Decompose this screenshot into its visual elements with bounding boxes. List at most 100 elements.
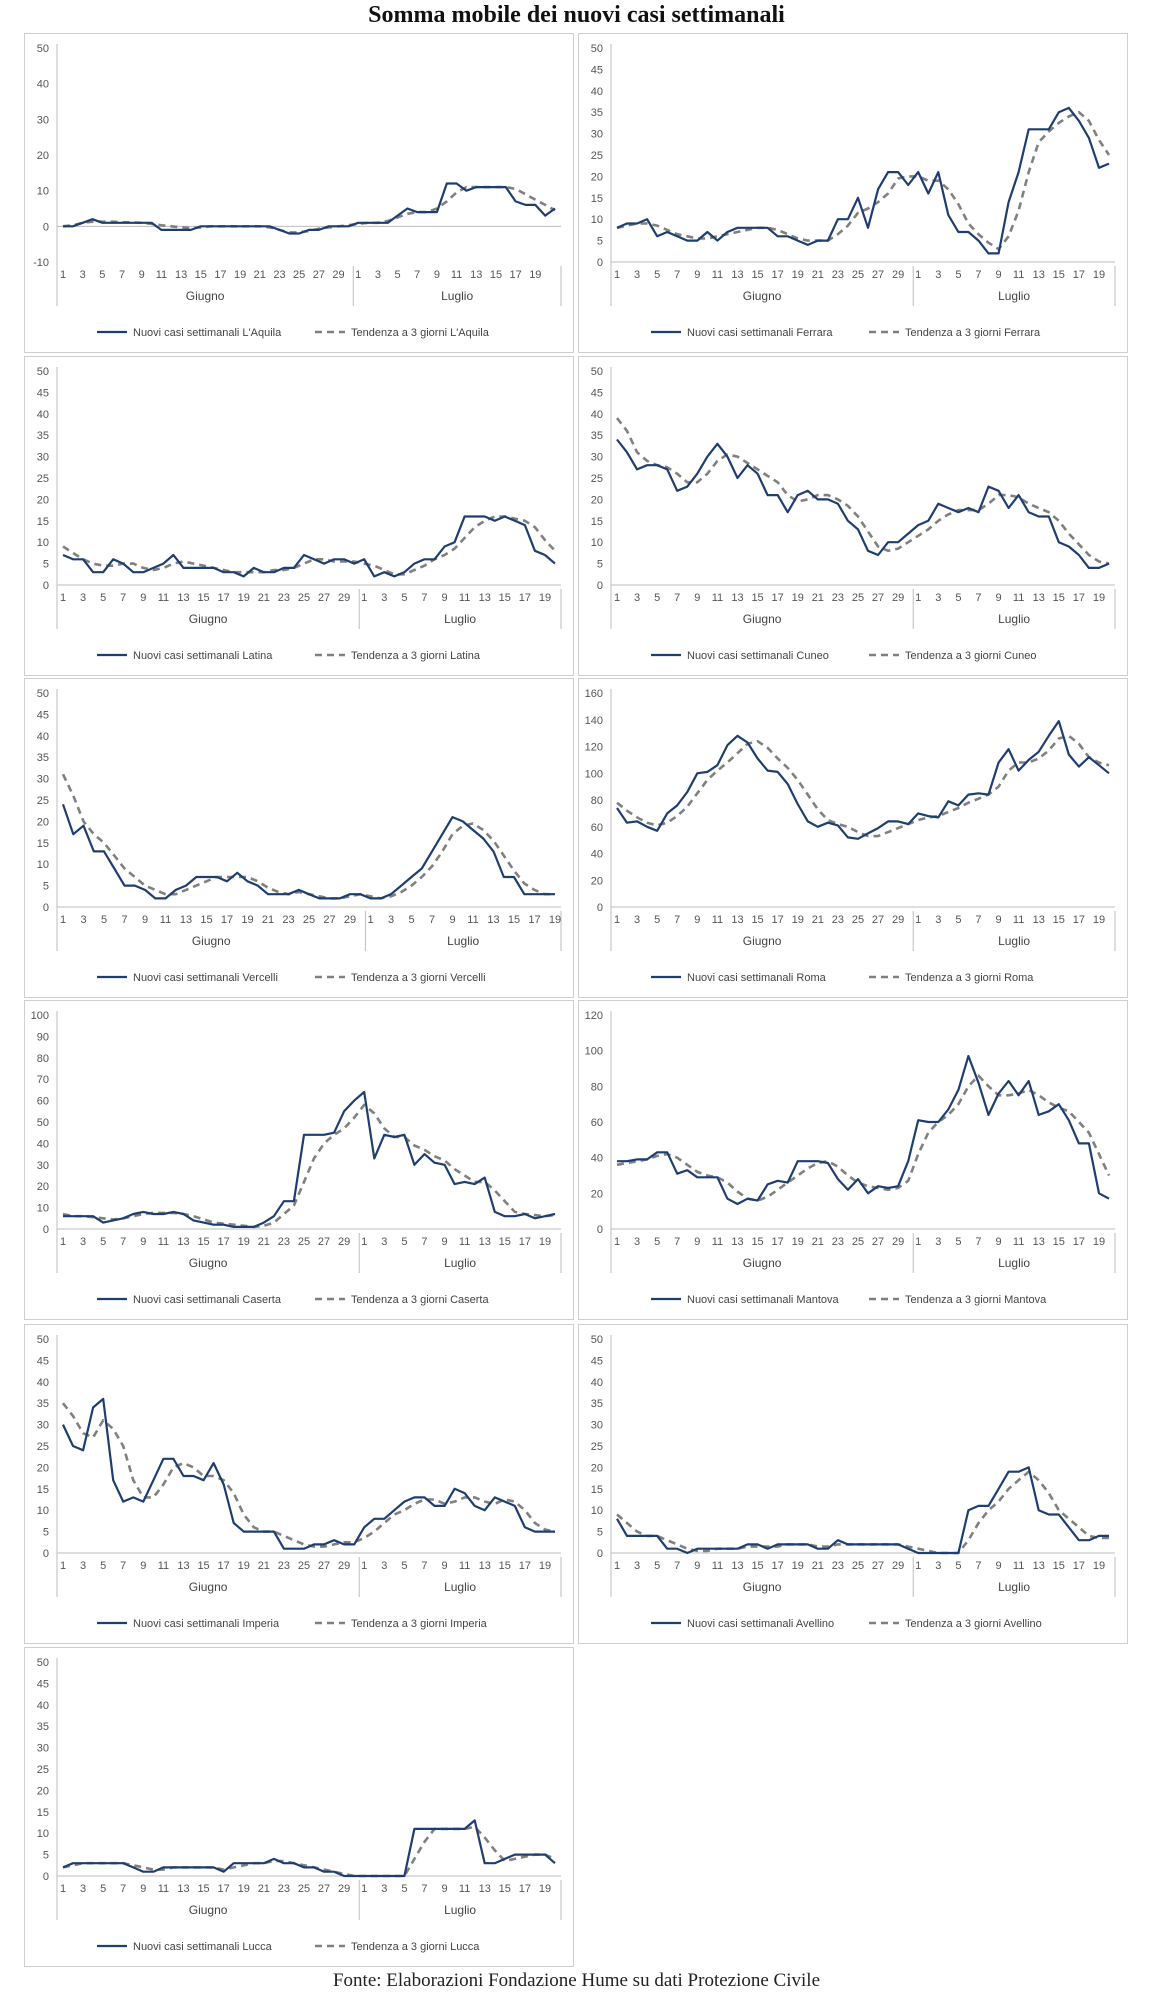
y-tick-label: 40 (37, 1700, 49, 1712)
chart-panel-avellino: 0 5 10 15 20 25 30 35 40 45 50 1 3 5 7 9 11 13 15 17 19 21 23 2… (578, 1324, 1128, 1644)
x-tick-label: 9 (441, 1560, 447, 1572)
x-tick-label: 1 (60, 1560, 66, 1572)
legend-label-trend: Tendenza a 3 giorni Ferrara (905, 327, 1041, 339)
series-line-actual (616, 106, 1110, 255)
x-tick-label: 7 (120, 1560, 126, 1572)
x-tick-label: 17 (218, 1236, 230, 1248)
x-tick-label: 1 (614, 1560, 620, 1572)
legend-label-actual: Nuovi casi settimanali Avellino (687, 1618, 834, 1630)
y-tick-label: 45 (591, 1355, 603, 1367)
y-tick-label: 70 (37, 1074, 49, 1086)
x-tick-label: 3 (80, 1883, 86, 1895)
x-tick-label: 15 (490, 269, 502, 281)
series-line-actual (61, 803, 555, 900)
chart-panel-latina: 0 5 10 15 20 25 30 35 40 45 50 1 3 5 7 9 11 13 15 17 19 21 23 2… (24, 356, 574, 676)
source-note: Fonte: Elaborazioni Fondazione Hume su d… (332, 1970, 821, 1991)
y-tick-label: 45 (37, 709, 49, 721)
x-tick-label: 21 (258, 1560, 270, 1572)
x-tick-label: 19 (549, 914, 561, 926)
x-tick-label: 21 (812, 914, 824, 926)
y-tick-label: 50 (591, 366, 603, 378)
x-tick-label: 17 (519, 1560, 531, 1572)
y-tick-label: 30 (37, 1160, 49, 1172)
y-tick-label: 10 (591, 1505, 603, 1517)
x-tick-label: 7 (120, 1236, 126, 1248)
x-tick-label: 11 (712, 914, 723, 926)
x-tick-label: 9 (694, 269, 700, 281)
x-tick-label: 5 (654, 914, 660, 926)
x-tick-label: 5 (100, 592, 106, 604)
y-tick-label: 100 (585, 768, 603, 780)
x-tick-label: 23 (832, 914, 844, 926)
month-label-giugno: Giugno (743, 934, 782, 948)
y-tick-label: 35 (37, 430, 49, 442)
x-tick-label: 21 (254, 269, 266, 281)
x-tick-label: 11 (451, 269, 462, 281)
x-tick-label: 7 (674, 269, 680, 281)
month-label-giugno: Giugno (189, 1580, 228, 1594)
chart-panel-caserta: 0 10 20 30 40 50 60 70 80 90 100 1 3 5 7 9 11 13 15 17 19 21 2… (24, 1000, 574, 1320)
x-tick-label: 27 (318, 592, 330, 604)
x-tick-label: 17 (772, 592, 784, 604)
y-tick-label: 80 (591, 1081, 603, 1093)
x-tick-label: 13 (175, 269, 187, 281)
x-tick-label: 21 (812, 1236, 824, 1248)
x-tick-label: 1 (60, 914, 66, 926)
series-line-actual (63, 182, 556, 235)
x-tick-label: 9 (995, 1560, 1001, 1572)
series-line-trend (616, 1074, 1111, 1202)
x-tick-label: 19 (539, 592, 551, 604)
x-tick-label: 3 (634, 592, 640, 604)
y-tick-label: 30 (37, 1420, 49, 1432)
legend-label-trend: Tendenza a 3 giorni Avellino (905, 1618, 1042, 1630)
y-tick-label: -10 (33, 257, 49, 269)
series-line-trend (616, 734, 1110, 838)
x-tick-label: 29 (892, 1560, 904, 1572)
y-tick-label: 160 (585, 688, 603, 700)
x-tick-label: 15 (751, 1560, 763, 1572)
legend-label-trend: Tendenza a 3 giorni Caserta (351, 1294, 489, 1306)
y-tick-label: 40 (591, 86, 603, 98)
x-tick-label: 9 (694, 592, 700, 604)
x-tick-label: 13 (731, 1236, 743, 1248)
x-tick-label: 7 (674, 914, 680, 926)
x-tick-label: 11 (156, 269, 167, 281)
y-tick-label: 0 (597, 1224, 603, 1236)
x-tick-label: 1 (60, 1883, 66, 1895)
x-tick-label: 5 (654, 592, 660, 604)
y-tick-label: 0 (597, 580, 603, 592)
y-tick-label: 5 (597, 559, 603, 571)
y-tick-label: 60 (37, 1096, 49, 1108)
x-tick-label: 23 (278, 1883, 290, 1895)
x-tick-label: 19 (238, 1236, 250, 1248)
month-label-giugno: Giugno (743, 1580, 782, 1594)
x-tick-label: 11 (1013, 1560, 1024, 1572)
x-tick-label: 25 (852, 1236, 864, 1248)
x-tick-label: 27 (872, 269, 884, 281)
x-tick-label: 15 (195, 269, 207, 281)
y-tick-label: 20 (37, 150, 49, 162)
y-tick-label: 0 (43, 1871, 49, 1883)
x-tick-label: 17 (1073, 1236, 1085, 1248)
x-tick-label: 15 (200, 914, 212, 926)
x-tick-label: 9 (449, 914, 455, 926)
x-tick-label: 17 (1073, 269, 1085, 281)
legend-label-trend: Tendenza a 3 giorni L'Aquila (351, 327, 490, 339)
y-tick-label: 25 (37, 1764, 49, 1776)
x-tick-label: 27 (872, 592, 884, 604)
y-tick-label: 35 (37, 1398, 49, 1410)
series-line-trend (616, 110, 1111, 251)
y-tick-label: 15 (591, 516, 603, 528)
y-tick-label: 0 (597, 257, 603, 269)
x-tick-label: 19 (539, 1883, 551, 1895)
x-tick-label: 3 (935, 914, 941, 926)
legend-label-trend: Tendenza a 3 giorni Cuneo (905, 650, 1036, 662)
x-tick-label: 15 (508, 914, 520, 926)
y-tick-label: 30 (37, 452, 49, 464)
x-tick-label: 21 (812, 269, 824, 281)
x-tick-label: 17 (772, 1560, 784, 1572)
x-tick-label: 13 (177, 592, 189, 604)
y-tick-label: 25 (591, 150, 603, 162)
